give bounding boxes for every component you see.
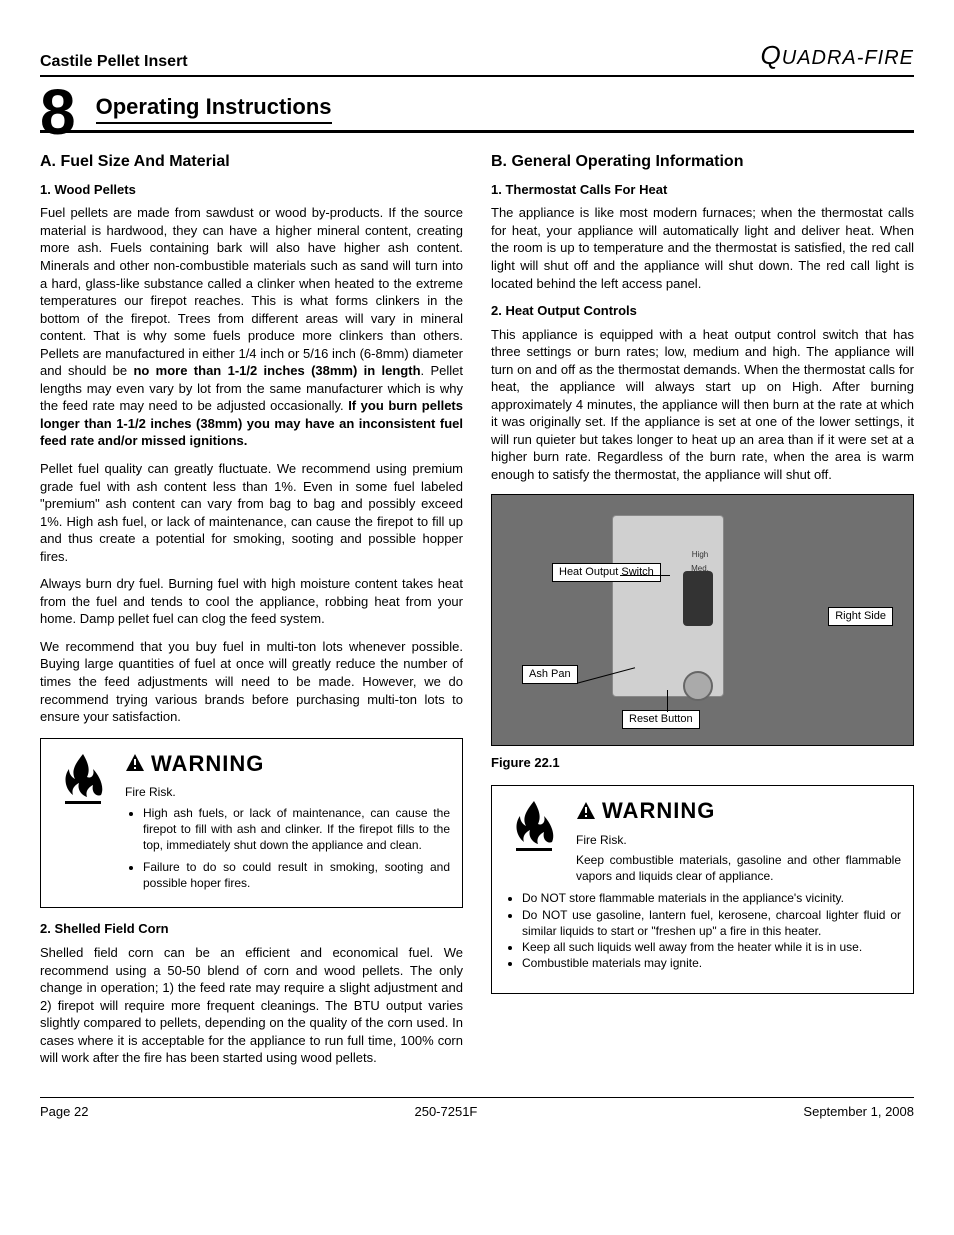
callout-ash-pan: Ash Pan (522, 665, 578, 684)
text-bold: no more than 1-1/2 inches (38mm) in leng… (133, 363, 420, 378)
section-title: Operating Instructions (96, 94, 332, 124)
alert-icon (576, 801, 596, 821)
warning-box-1: WARNING Fire Risk. High ash fuels, or la… (40, 738, 463, 909)
warning-box-2: WARNING Fire Risk. Keep combustible mate… (491, 785, 914, 994)
heading-b1: 1. Thermostat Calls For Heat (491, 181, 914, 199)
warning-lead: Keep combustible materials, gasoline and… (576, 852, 901, 884)
figure-22-1: High Med. Low Heat Output Switch Right S… (491, 494, 914, 746)
callout-right-side: Right Side (828, 607, 893, 626)
label-high: High (685, 548, 715, 562)
callout-line (667, 690, 668, 712)
heading-b2: 2. Heat Output Controls (491, 302, 914, 320)
para-a1-1: Fuel pellets are made from sawdust or wo… (40, 204, 463, 450)
warning-bullet: High ash fuels, or lack of maintenance, … (143, 805, 450, 854)
warning-head: WARNING Fire Risk. High ash fuels, or la… (53, 749, 450, 898)
header-bar: Castile Pellet Insert QUADRA-FIRE (40, 40, 914, 77)
warning-bullet: Do NOT store flammable materials in the … (522, 890, 901, 906)
warning-title-row: WARNING (576, 796, 901, 826)
section-header: 8 Operating Instructions (40, 87, 914, 133)
warning-body: WARNING Fire Risk. Keep combustible mate… (576, 796, 901, 884)
section-number: 8 (40, 87, 76, 138)
para-a2-1: Shelled field corn can be an efficient a… (40, 944, 463, 1067)
para-b2-1: This appliance is equipped with a heat o… (491, 326, 914, 484)
page: Castile Pellet Insert QUADRA-FIRE 8 Oper… (0, 0, 954, 1159)
callout-line (620, 575, 670, 576)
para-a1-4: We recommend that you buy fuel in multi-… (40, 638, 463, 726)
brand-text: UADRA-FIRE (782, 47, 914, 69)
figure-caption: Figure 22.1 (491, 754, 914, 772)
left-column: A. Fuel Size And Material 1. Wood Pellet… (40, 145, 463, 1077)
warning-title-row: WARNING (125, 749, 450, 779)
warning-title: WARNING (602, 796, 715, 826)
warning-bullet: Failure to do so could result in smoking… (143, 859, 450, 891)
text: Fuel pellets are made from sawdust or wo… (40, 205, 463, 378)
warning-bullet: Keep all such liquids well away from the… (522, 939, 901, 955)
brand-logo: QUADRA-FIRE (761, 40, 914, 71)
fire-icon (504, 796, 564, 856)
columns: A. Fuel Size And Material 1. Wood Pellet… (40, 145, 914, 1077)
footer-doc: 250-7251F (414, 1104, 477, 1119)
heat-output-switch (683, 571, 713, 626)
alert-icon (125, 753, 145, 773)
heading-a2: 2. Shelled Field Corn (40, 920, 463, 938)
warning-risk: Fire Risk. (125, 784, 450, 800)
callout-reset: Reset Button (622, 710, 700, 729)
footer-date: September 1, 2008 (803, 1104, 914, 1119)
fire-icon (53, 749, 113, 809)
warning-body: WARNING Fire Risk. High ash fuels, or la… (125, 749, 450, 898)
heading-b: B. General Operating Information (491, 151, 914, 173)
warning-risk: Fire Risk. (576, 832, 901, 848)
warning-bullet: Combustible materials may ignite. (522, 955, 901, 971)
footer: Page 22 250-7251F September 1, 2008 (40, 1097, 914, 1119)
right-column: B. General Operating Information 1. Ther… (491, 145, 914, 1077)
callout-heat-output: Heat Output Switch (552, 563, 661, 582)
heading-a1: 1. Wood Pellets (40, 181, 463, 199)
warning-head: WARNING Fire Risk. Keep combustible mate… (504, 796, 901, 884)
warning-bullet: Do NOT use gasoline, lantern fuel, keros… (522, 907, 901, 939)
reset-button-graphic (683, 671, 713, 701)
heading-a: A. Fuel Size And Material (40, 151, 463, 173)
para-a1-2: Pellet fuel quality can greatly fluctuat… (40, 460, 463, 565)
para-a1-3: Always burn dry fuel. Burning fuel with … (40, 575, 463, 628)
para-b1-1: The appliance is like most modern furnac… (491, 204, 914, 292)
product-name: Castile Pellet Insert (40, 53, 188, 71)
warning-title: WARNING (151, 749, 264, 779)
footer-page: Page 22 (40, 1104, 88, 1119)
